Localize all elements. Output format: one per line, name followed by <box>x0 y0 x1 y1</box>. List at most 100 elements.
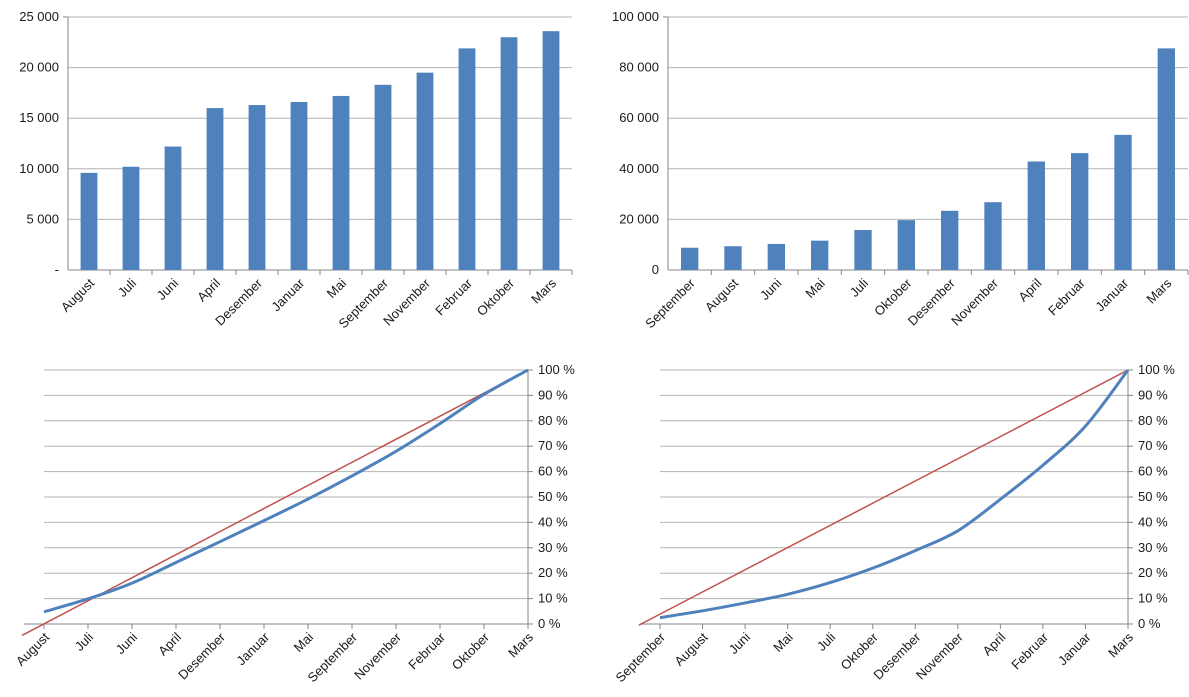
x-tick-label: Mars <box>1143 275 1174 306</box>
cumulative-line <box>659 369 1130 620</box>
y-tick-label: 0 % <box>538 616 561 631</box>
x-tick-label: Juli <box>847 275 871 299</box>
x-tick-label: Juli <box>814 629 838 653</box>
bar-mars <box>1157 48 1175 270</box>
bar-februar <box>1071 153 1089 270</box>
bar-september <box>374 84 392 270</box>
y-tick-label: 100 000 <box>612 9 659 24</box>
bar-juli <box>122 166 140 270</box>
y-tick-label: 90 % <box>1138 387 1168 402</box>
bar-mai <box>811 240 829 270</box>
y-tick-label: 20 % <box>1138 565 1168 580</box>
line-chart-4: 0 % 10 % 20 % 30 % 40 % 50 % 60 % 70 % 80 % 90 % 1… <box>613 362 1176 685</box>
bar-desember <box>941 210 959 270</box>
y-tick-label: 10 000 <box>19 161 59 176</box>
bar-april <box>206 108 224 270</box>
bar-chart-1: - 5 000 10 000 15 000 20 000 25 000 August Juli… <box>19 9 573 331</box>
x-tick-label: Oktober <box>474 275 518 319</box>
x-tick-label: Januar <box>1055 629 1094 668</box>
bar-mai <box>332 95 350 270</box>
cumulative-line <box>43 368 529 614</box>
x-tick-label: Oktober <box>871 275 915 319</box>
x-tick-label: Juni <box>113 629 141 657</box>
y-tick-label: 20 000 <box>619 211 659 226</box>
bar-april <box>1027 161 1045 270</box>
x-tick-label: April <box>155 629 184 658</box>
y-tick-label: 40 % <box>538 514 568 529</box>
y-tick-label: 40 % <box>1138 514 1168 529</box>
x-tick-label: November <box>913 629 966 682</box>
x-tick-label: April <box>194 275 223 304</box>
line-chart-3: 0 % 10 % 20 % 30 % 40 % 50 % 60 % 70 % 80 % 90 % 1… <box>13 362 575 685</box>
y-tick-label: 30 % <box>538 540 568 555</box>
x-tick-label: August <box>58 275 97 314</box>
y-tick-label: 60 000 <box>619 110 659 125</box>
x-tick-label: Mars <box>505 629 536 660</box>
y-tick-label: 40 000 <box>619 161 659 176</box>
y-tick-label: 20 % <box>538 565 568 580</box>
x-tick-label: Mai <box>802 275 827 300</box>
x-tick-label: Juni <box>757 275 785 303</box>
y-tick-label: 5 000 <box>26 211 59 226</box>
y-tick-label: 90 % <box>538 387 568 402</box>
bar-januar <box>1114 134 1132 270</box>
x-tick-label: Juni <box>726 629 754 657</box>
x-tick-label: September <box>642 275 698 331</box>
x-tick-label: Februar <box>405 629 448 672</box>
x-tick-label: Januar <box>268 275 307 314</box>
x-tick-label: Januar <box>233 629 272 668</box>
x-tick-label: Juli <box>115 275 139 299</box>
bar-november <box>984 202 1002 270</box>
reference-line <box>638 369 1129 626</box>
x-tick-label: November <box>948 275 1001 328</box>
y-tick-label: 100 % <box>1138 362 1175 377</box>
y-tick-label: 80 000 <box>619 60 659 75</box>
y-tick-label: 60 % <box>1138 464 1168 479</box>
bar-januar <box>290 102 308 271</box>
x-tick-label: April <box>1015 275 1044 304</box>
bar-september <box>681 247 699 270</box>
bar-desember <box>248 105 266 270</box>
x-tick-label: Mai <box>770 629 795 654</box>
x-tick-label: Februar <box>1008 629 1051 672</box>
y-tick-label: 70 % <box>1138 438 1168 453</box>
x-tick-label: Juli <box>72 629 96 653</box>
x-tick-label: Juni <box>154 275 182 303</box>
bar-oktober <box>897 220 915 270</box>
y-tick-label: 50 % <box>538 489 568 504</box>
y-tick-label: - <box>55 262 59 277</box>
y-tick-label: 60 % <box>538 464 568 479</box>
x-tick-label: April <box>979 629 1008 658</box>
y-tick-label: 25 000 <box>19 9 59 24</box>
x-tick-label: Mai <box>324 275 349 300</box>
x-tick-label: Desember <box>212 275 265 328</box>
x-tick-label: Mars <box>1105 629 1136 660</box>
bar-juni <box>767 243 785 270</box>
y-tick-label: 50 % <box>1138 489 1168 504</box>
y-tick-label: 80 % <box>1138 413 1168 428</box>
bar-februar <box>458 48 476 270</box>
x-tick-label: August <box>702 275 741 314</box>
bar-juni <box>164 146 182 270</box>
y-tick-label: 20 000 <box>19 60 59 75</box>
y-tick-label: 70 % <box>538 438 568 453</box>
y-tick-label: 10 % <box>538 591 568 606</box>
bar-august <box>80 172 98 270</box>
x-tick-label: Februar <box>432 275 475 318</box>
x-tick-label: Mai <box>291 629 316 654</box>
x-tick-label: November <box>351 629 404 682</box>
x-tick-label: Desember <box>175 629 228 682</box>
x-tick-label: Oktober <box>449 629 493 673</box>
y-tick-label: 80 % <box>538 413 568 428</box>
y-tick-label: 100 % <box>538 362 575 377</box>
bar-august <box>724 246 742 270</box>
y-tick-label: 0 <box>652 262 659 277</box>
y-tick-label: 10 % <box>1138 591 1168 606</box>
bar-november <box>416 72 434 270</box>
x-tick-label: Februar <box>1045 275 1088 318</box>
x-tick-label: August <box>671 629 710 668</box>
bar-mars <box>542 31 560 270</box>
x-tick-label: September <box>613 629 669 685</box>
x-tick-label: Mars <box>528 275 559 306</box>
